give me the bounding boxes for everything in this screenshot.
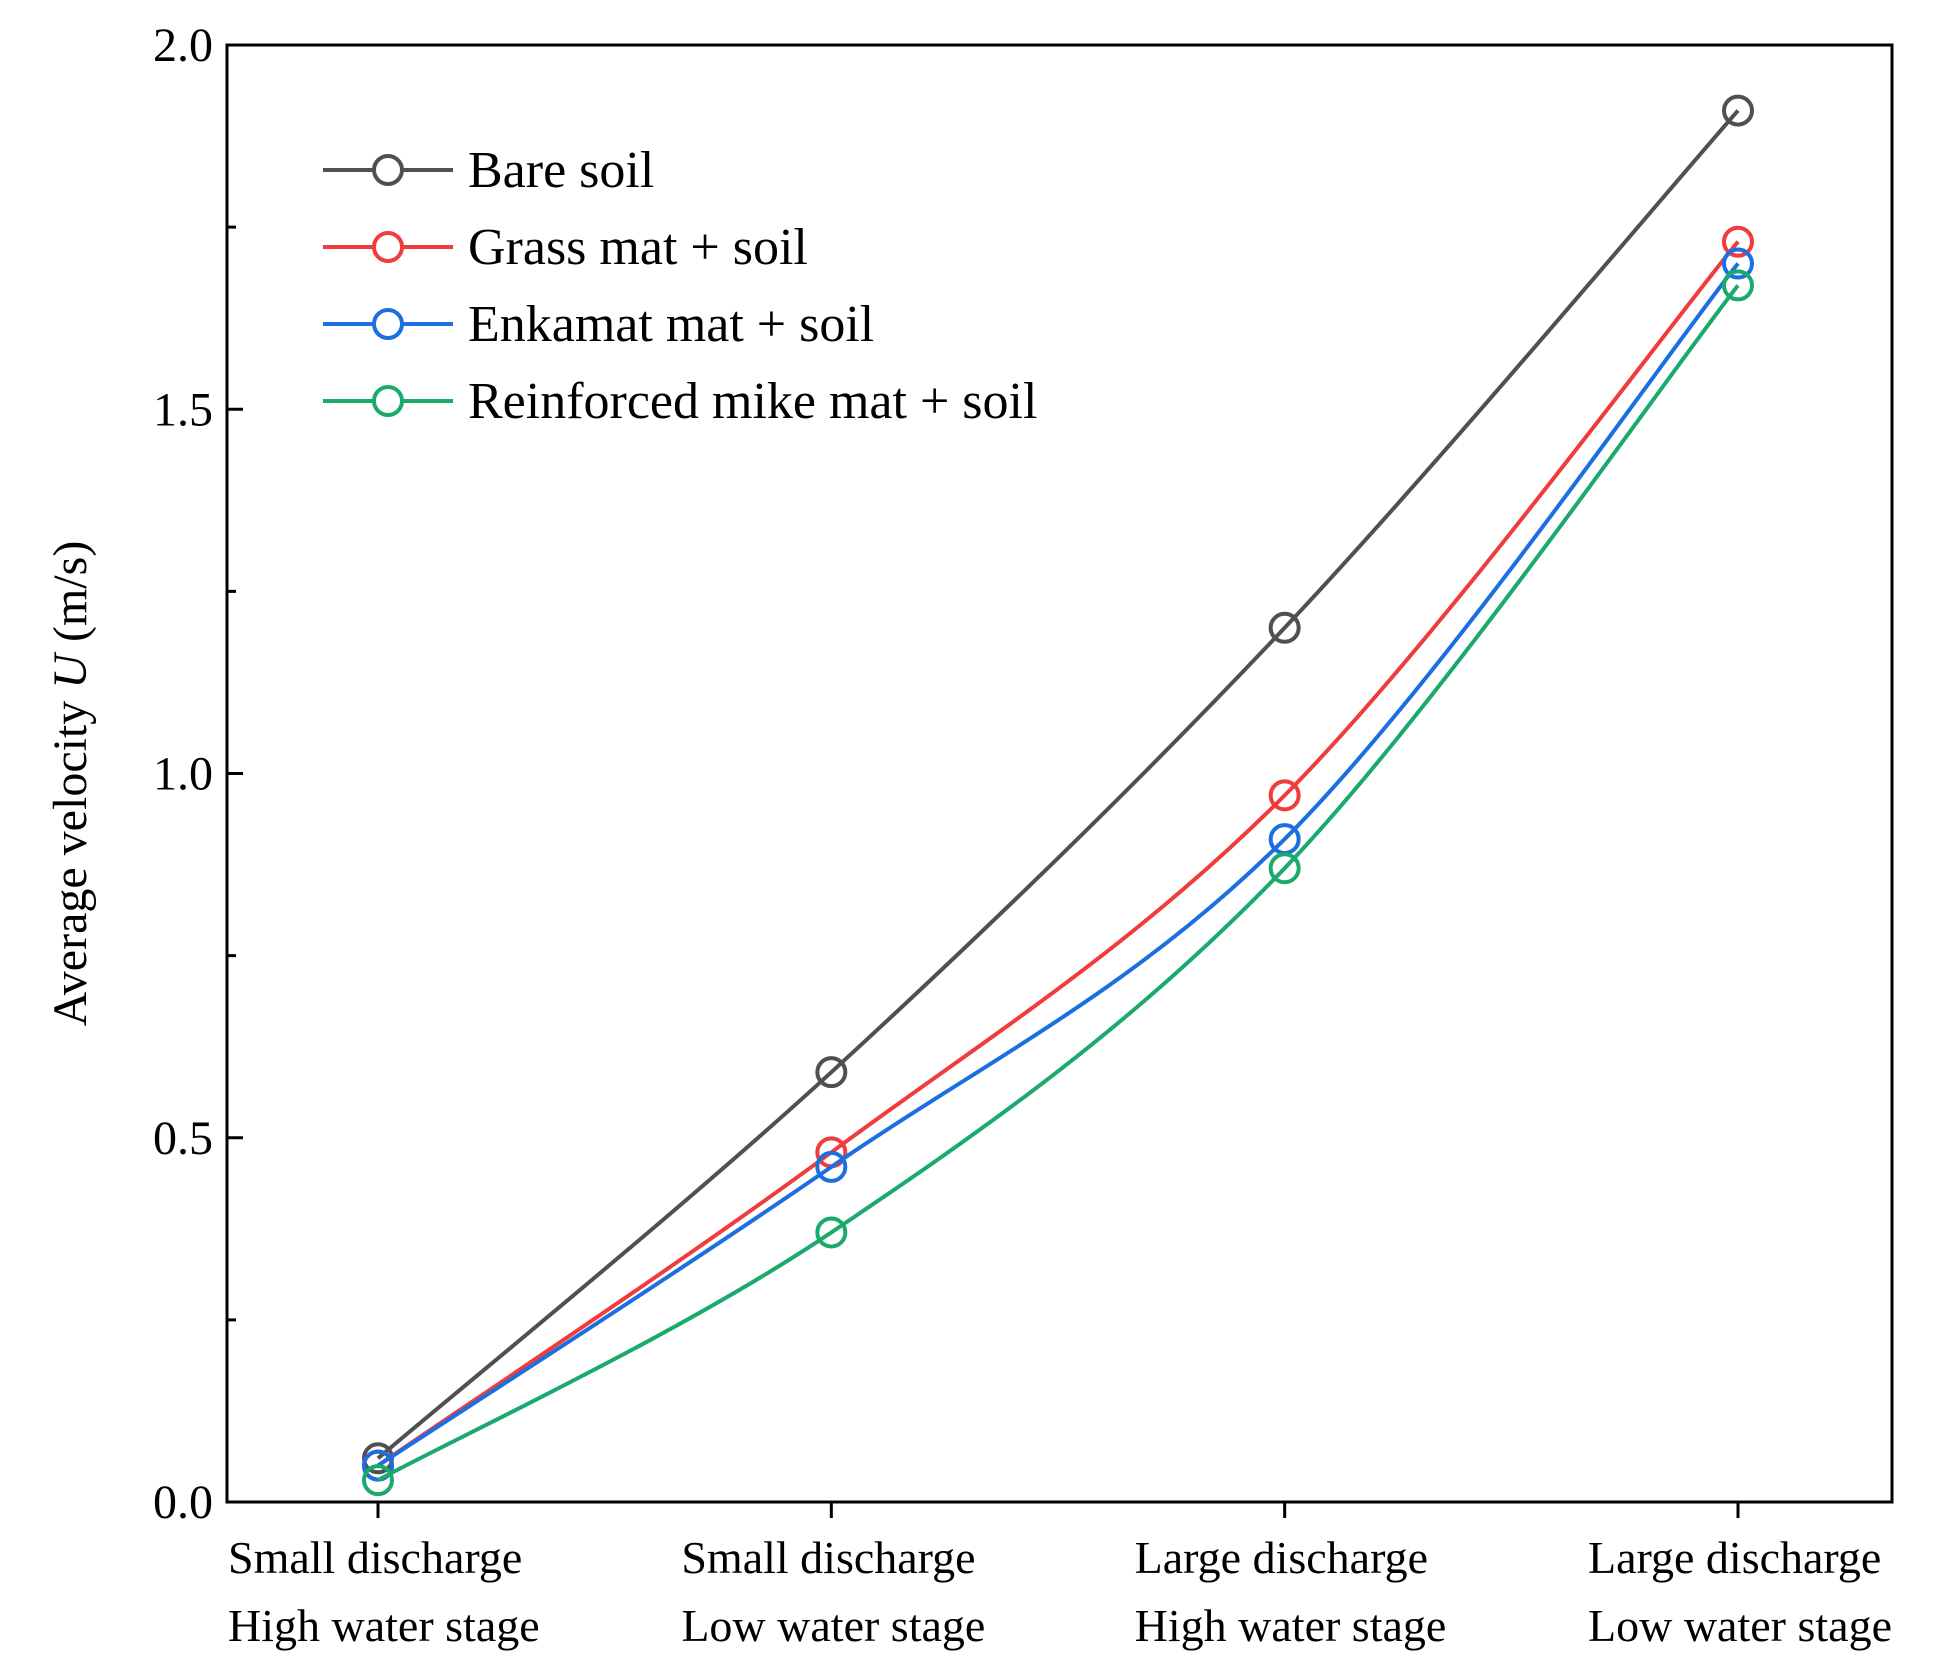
x-tick-label: High water stage bbox=[228, 1600, 540, 1651]
legend-label: Grass mat + soil bbox=[468, 219, 808, 276]
x-tick-label: Low water stage bbox=[681, 1600, 985, 1651]
y-axis-label-unit: (m/s) bbox=[44, 541, 97, 654]
series-4-line bbox=[377, 284, 1740, 1482]
x-tick-label: Small discharge bbox=[681, 1532, 975, 1583]
series-1-point bbox=[1722, 94, 1754, 127]
series-3-point bbox=[815, 1150, 848, 1183]
series-2-point bbox=[1722, 225, 1754, 258]
x-tick-label: Small discharge bbox=[228, 1532, 522, 1583]
series-1-point bbox=[1268, 611, 1301, 644]
series-4-point bbox=[362, 1464, 394, 1497]
legend-label: Bare soil bbox=[468, 142, 654, 199]
series-3-point bbox=[1722, 247, 1754, 280]
y-axis-label-text: Average velocity bbox=[44, 689, 97, 1027]
legend-marker bbox=[372, 385, 404, 417]
x-tick-label: Large discharge bbox=[1588, 1532, 1881, 1583]
x-tick-label: High water stage bbox=[1135, 1600, 1447, 1651]
series-4-point bbox=[815, 1216, 848, 1249]
legend: Bare soil Grass mat + soil Enkamat mat + s… bbox=[323, 142, 1037, 430]
series-2-point bbox=[1268, 779, 1301, 812]
x-tick-label: Low water stage bbox=[1588, 1600, 1892, 1651]
series-layer bbox=[362, 94, 1754, 1497]
x-tick-labels: Small discharge High water stage Small dis… bbox=[228, 1532, 1892, 1651]
legend-label: Reinforced mike mat + soil bbox=[468, 373, 1037, 430]
y-tick-label: 0.0 bbox=[153, 1476, 213, 1529]
x-tick-label: Large discharge bbox=[1135, 1532, 1428, 1583]
legend-marker bbox=[372, 154, 404, 186]
plot-frame bbox=[225, 43, 1894, 1504]
legend-marker bbox=[372, 308, 404, 340]
series-2-line bbox=[376, 240, 1740, 1468]
y-tick-labels: 0.0 0.5 1.0 1.5 2.0 bbox=[153, 19, 213, 1529]
series-4-point bbox=[1268, 852, 1301, 885]
series-4-point bbox=[1722, 269, 1754, 302]
series-3-line bbox=[376, 262, 1740, 1468]
series-1-point bbox=[815, 1056, 848, 1089]
y-tick-label: 0.5 bbox=[153, 1112, 213, 1165]
y-axis-label-variable: U bbox=[44, 651, 97, 689]
y-axis-label: Average velocity U (m/s) bbox=[44, 541, 97, 1027]
y-tick-label: 1.0 bbox=[153, 748, 213, 801]
y-tick-label: 2.0 bbox=[153, 19, 213, 72]
y-tick-label: 1.5 bbox=[153, 383, 213, 436]
legend-marker bbox=[372, 231, 404, 263]
legend-label: Enkamat mat + soil bbox=[468, 296, 874, 353]
series-1-line bbox=[376, 109, 1740, 1460]
